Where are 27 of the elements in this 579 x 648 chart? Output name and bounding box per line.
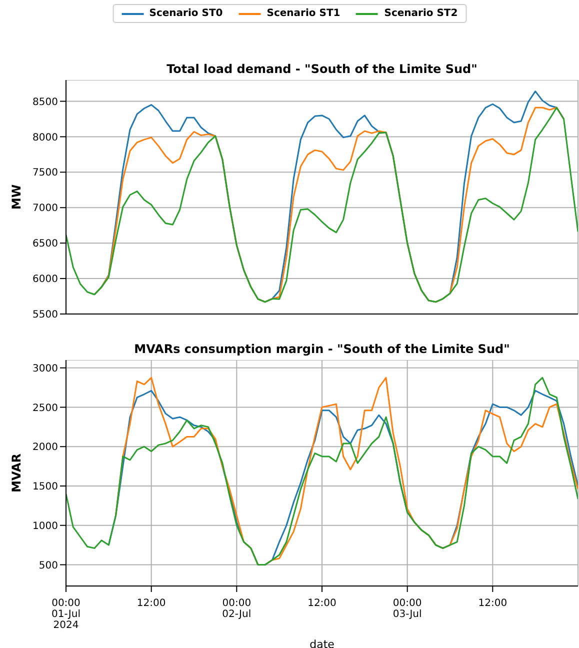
x-tick-label: 00:00 01-Jul 2024 xyxy=(52,598,80,631)
y-tick-label: 7000 xyxy=(32,203,58,214)
x-tick-label: 00:00 03-Jul xyxy=(392,598,422,620)
x-tick-label: 12:00 xyxy=(308,598,336,609)
y-axis-title: MVAR xyxy=(9,454,24,492)
y-tick-label: 8000 xyxy=(32,132,58,144)
y-tick-label: 1500 xyxy=(32,482,58,493)
y-tick-label: 5500 xyxy=(32,310,58,321)
x-tick-label: 12:00 xyxy=(136,598,166,609)
legend-label: Scenario ST0 xyxy=(149,8,223,19)
y-tick-label: 2500 xyxy=(32,402,58,414)
y-tick-label: 1000 xyxy=(32,520,58,532)
chart-title: MVARs consumption margin - "South of the Limite Sud" xyxy=(133,342,511,356)
y-tick-label: 2000 xyxy=(32,442,58,454)
x-tick-label: 12:00 xyxy=(478,598,508,609)
y-tick-label: 6000 xyxy=(32,274,58,286)
y-tick-label: 6500 xyxy=(32,238,58,250)
y-tick-label: 8500 xyxy=(32,96,58,108)
legend-label: Scenario ST1 xyxy=(266,8,340,19)
y-axis-title: MW xyxy=(9,184,24,210)
y-tick-label: 7500 xyxy=(32,168,58,179)
y-tick-label: 500 xyxy=(38,560,58,572)
chart-title: Total load demand - "South of the Limite Sud" xyxy=(166,62,478,76)
y-tick-label: 3000 xyxy=(32,363,58,374)
legend-label: Scenario ST2 xyxy=(384,8,458,19)
x-tick-label: 00:00 02-Jul xyxy=(222,598,252,620)
x-axis-title: date xyxy=(310,638,335,648)
